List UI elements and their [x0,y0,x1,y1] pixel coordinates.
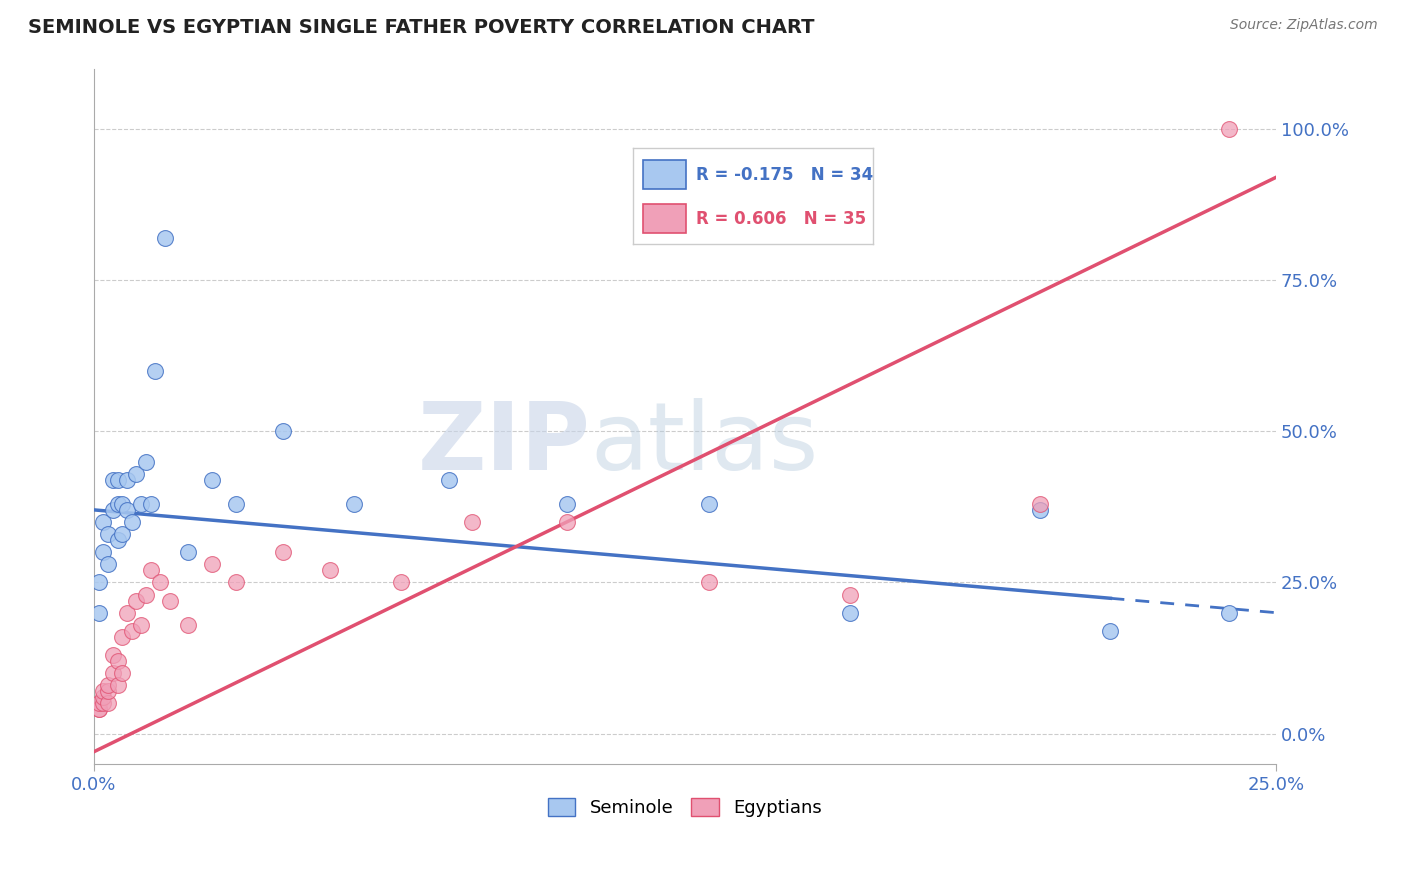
Point [461,515,484,529]
Point [153,231,176,245]
Point [107,678,129,692]
Point [135,588,157,602]
Point [839,606,862,620]
Text: SEMINOLE VS EGYPTIAN SINGLE FATHER POVERTY CORRELATION CHART: SEMINOLE VS EGYPTIAN SINGLE FATHER POVER… [28,18,814,37]
Text: Source: ZipAtlas.com: Source: ZipAtlas.com [1230,18,1378,32]
Point [697,575,720,590]
Point [97,558,120,572]
Point [115,473,138,487]
Point [225,497,247,511]
Point [389,575,412,590]
Point [101,503,124,517]
Point [1218,606,1240,620]
Point [555,497,578,511]
Point [271,545,294,559]
Text: atlas: atlas [591,398,818,490]
Point [271,425,294,439]
Point [135,454,157,468]
Point [1028,503,1050,517]
Point [111,497,134,511]
Text: R = 0.606   N = 35: R = 0.606 N = 35 [696,211,866,228]
Point [107,473,129,487]
Point [145,364,167,378]
Point [87,575,110,590]
Point [319,563,342,577]
Point [101,648,124,662]
Point [101,666,124,681]
Point [555,515,578,529]
Point [107,654,129,668]
Legend: Seminole, Egyptians: Seminole, Egyptians [541,790,830,824]
Point [87,697,110,711]
Point [1099,624,1122,638]
Point [125,593,148,607]
Point [87,606,110,620]
Point [93,697,115,711]
Point [97,678,120,692]
Point [101,473,124,487]
Point [129,617,152,632]
Point [97,527,120,541]
Point [107,533,129,548]
Point [177,617,200,632]
Point [437,473,460,487]
FancyBboxPatch shape [643,160,686,188]
Point [97,697,120,711]
Point [139,497,162,511]
Text: R = -0.175   N = 34: R = -0.175 N = 34 [696,166,873,184]
Point [839,588,862,602]
Point [201,473,224,487]
Point [343,497,366,511]
Point [93,515,115,529]
Point [111,527,134,541]
Point [225,575,247,590]
Point [129,497,152,511]
Point [87,702,110,716]
Point [93,684,115,698]
Point [87,702,110,716]
Point [121,624,143,638]
Point [115,503,138,517]
Point [93,545,115,559]
Point [159,593,181,607]
Point [111,630,134,644]
Text: ZIP: ZIP [418,398,591,490]
Point [177,545,200,559]
Point [149,575,172,590]
Point [115,606,138,620]
FancyBboxPatch shape [643,204,686,233]
Point [697,497,720,511]
Point [139,563,162,577]
Point [121,515,143,529]
Point [201,558,224,572]
Point [125,467,148,481]
Point [1218,122,1240,136]
Point [93,690,115,705]
Point [107,497,129,511]
Point [97,684,120,698]
Point [111,666,134,681]
Point [1028,497,1050,511]
